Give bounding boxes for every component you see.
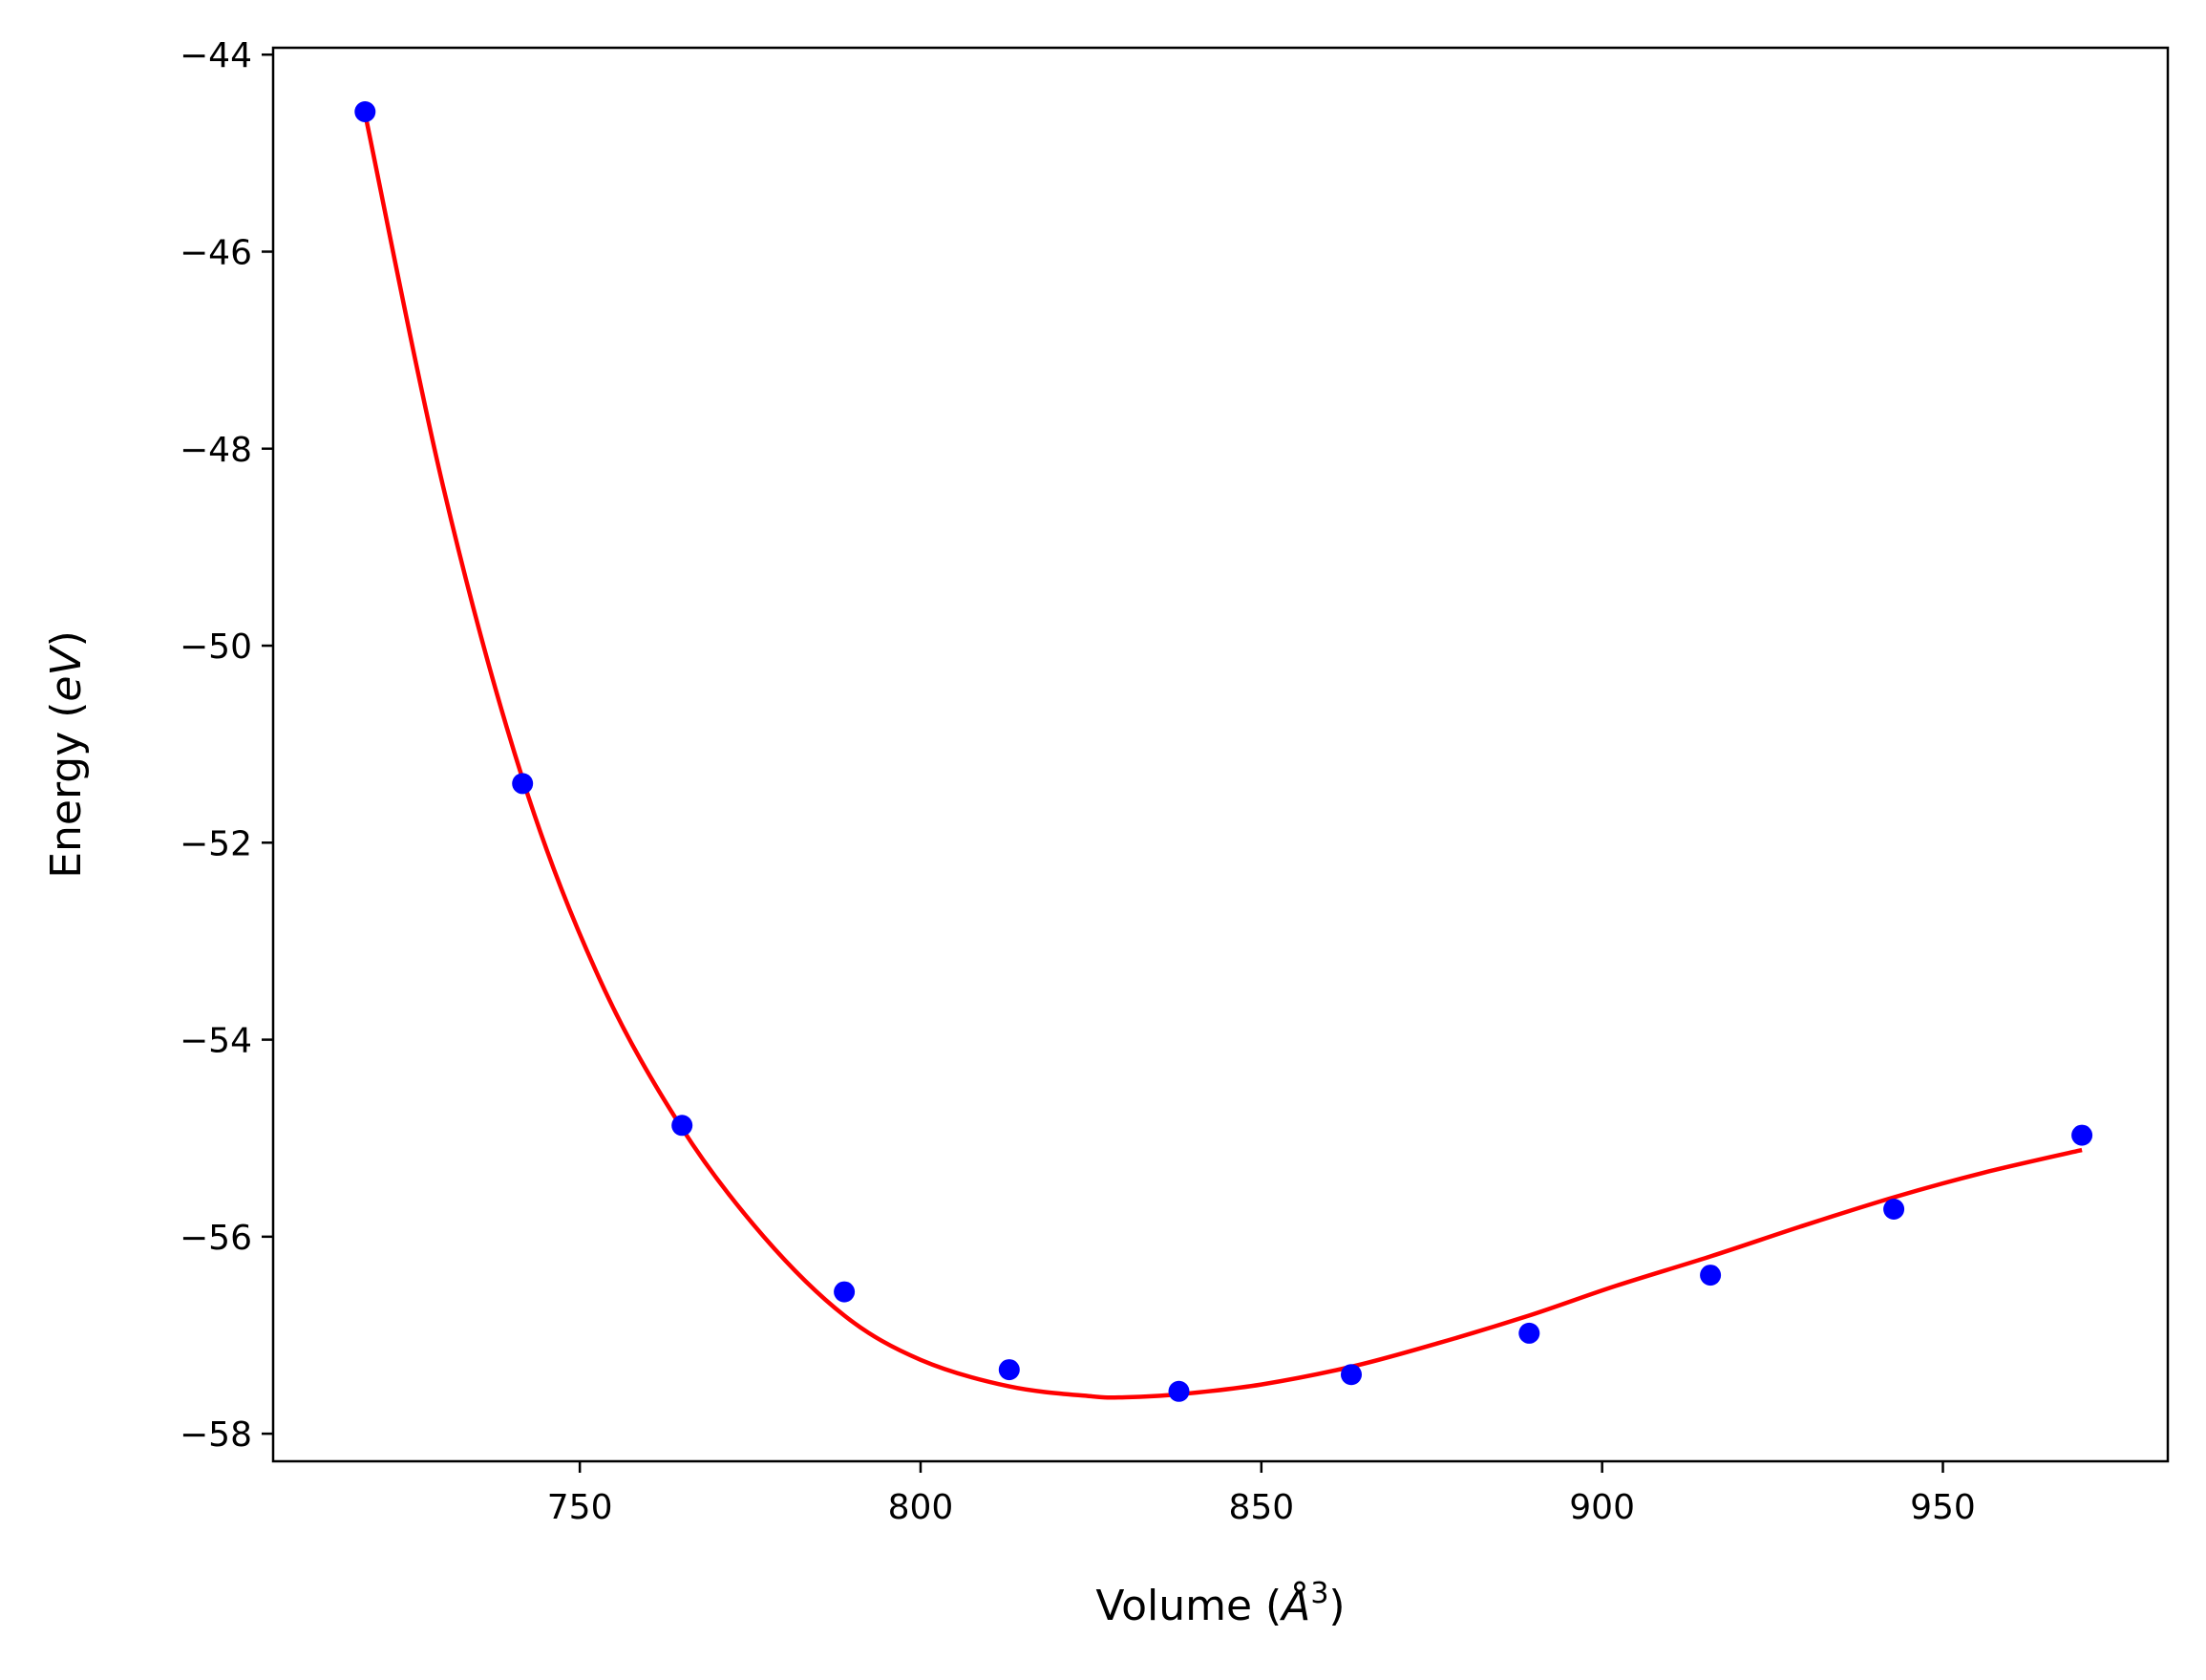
data-point: [512, 773, 534, 795]
y-tick-label: −56: [180, 1219, 252, 1258]
data-point: [354, 101, 376, 122]
fit-curve: [363, 113, 2083, 1400]
y-axis-ticks: −44 −46 −48 −50 −52 −54 −56 −58: [180, 36, 273, 1455]
y-tick-label: −52: [180, 824, 252, 863]
x-tick-label: 950: [1910, 1488, 1976, 1527]
data-point: [1883, 1199, 1905, 1220]
x-tick-label: 850: [1228, 1488, 1294, 1527]
data-point: [1341, 1364, 1362, 1386]
x-tick-label: 900: [1569, 1488, 1635, 1527]
fit-curve-layer: [363, 113, 2083, 1400]
data-point: [671, 1115, 693, 1137]
plot-area: [273, 48, 2168, 1461]
data-point: [1168, 1380, 1190, 1402]
data-point: [2071, 1124, 2093, 1146]
y-tick-label: −46: [180, 233, 252, 272]
x-tick-label: 750: [547, 1488, 613, 1527]
data-point: [998, 1359, 1020, 1381]
data-point: [1518, 1322, 1540, 1344]
data-point: [1700, 1265, 1722, 1287]
data-point: [834, 1281, 856, 1303]
y-tick-label: −48: [180, 431, 252, 470]
y-tick-label: −50: [180, 627, 252, 667]
plot-frame: [271, 46, 2170, 1463]
y-tick-label: −54: [180, 1022, 252, 1061]
y-tick-label: −58: [180, 1415, 252, 1455]
data-points-layer: [354, 101, 2093, 1402]
x-tick-label: 800: [888, 1488, 954, 1527]
y-axis-label: Energy (eV): [42, 630, 91, 879]
x-axis-label: Volume (Å3): [1095, 1577, 1345, 1630]
y-tick-label: −44: [180, 36, 252, 75]
x-axis-ticks: 750 800 850 900 950: [547, 1461, 1976, 1527]
